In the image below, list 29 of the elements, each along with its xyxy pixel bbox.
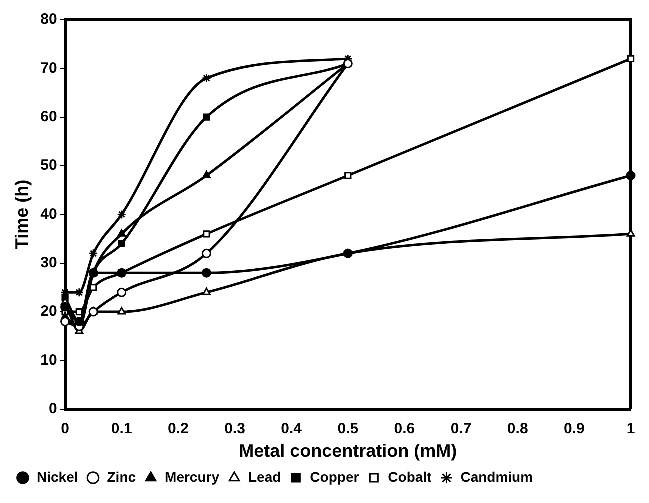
x-tick-label: 0.7 bbox=[450, 420, 472, 438]
x-tick-label: 0.4 bbox=[281, 420, 303, 438]
x-tick-label: 0.9 bbox=[564, 420, 585, 438]
legend-label: Cobalt bbox=[388, 468, 432, 485]
x-tick-label: 0.1 bbox=[111, 420, 132, 438]
x-tick-label: 0.5 bbox=[338, 420, 359, 438]
y-tick-label: 40 bbox=[40, 206, 58, 223]
legend-label: Copper bbox=[310, 468, 360, 485]
y-tick-label: 70 bbox=[40, 60, 58, 77]
y-tick-label: 20 bbox=[40, 303, 58, 320]
x-tick-label: 0.2 bbox=[168, 420, 189, 438]
x-tick-label: 1 bbox=[626, 420, 636, 438]
x-tick-label: 0 bbox=[61, 420, 70, 438]
y-axis-title: Time (h) bbox=[12, 180, 32, 250]
legend-label: Mercury bbox=[165, 468, 220, 485]
y-tick-label: 50 bbox=[40, 157, 58, 174]
y-tick-label: 0 bbox=[48, 400, 58, 418]
x-tick-label: 0.8 bbox=[507, 420, 528, 438]
x-axis-title: Metal concentration (mM) bbox=[239, 441, 458, 462]
y-tick-label: 80 bbox=[40, 11, 58, 28]
x-tick-label: 0.3 bbox=[224, 420, 246, 438]
y-tick-label: 30 bbox=[40, 254, 58, 272]
x-tick-label: 0.6 bbox=[394, 420, 416, 438]
legend-label: Lead bbox=[248, 468, 282, 485]
y-tick-label: 60 bbox=[40, 108, 58, 126]
y-tick-label: 10 bbox=[40, 352, 58, 369]
legend-label: Nickel bbox=[37, 468, 78, 485]
legend-label: Candmium bbox=[460, 468, 534, 485]
legend-label: Zinc bbox=[107, 468, 136, 485]
